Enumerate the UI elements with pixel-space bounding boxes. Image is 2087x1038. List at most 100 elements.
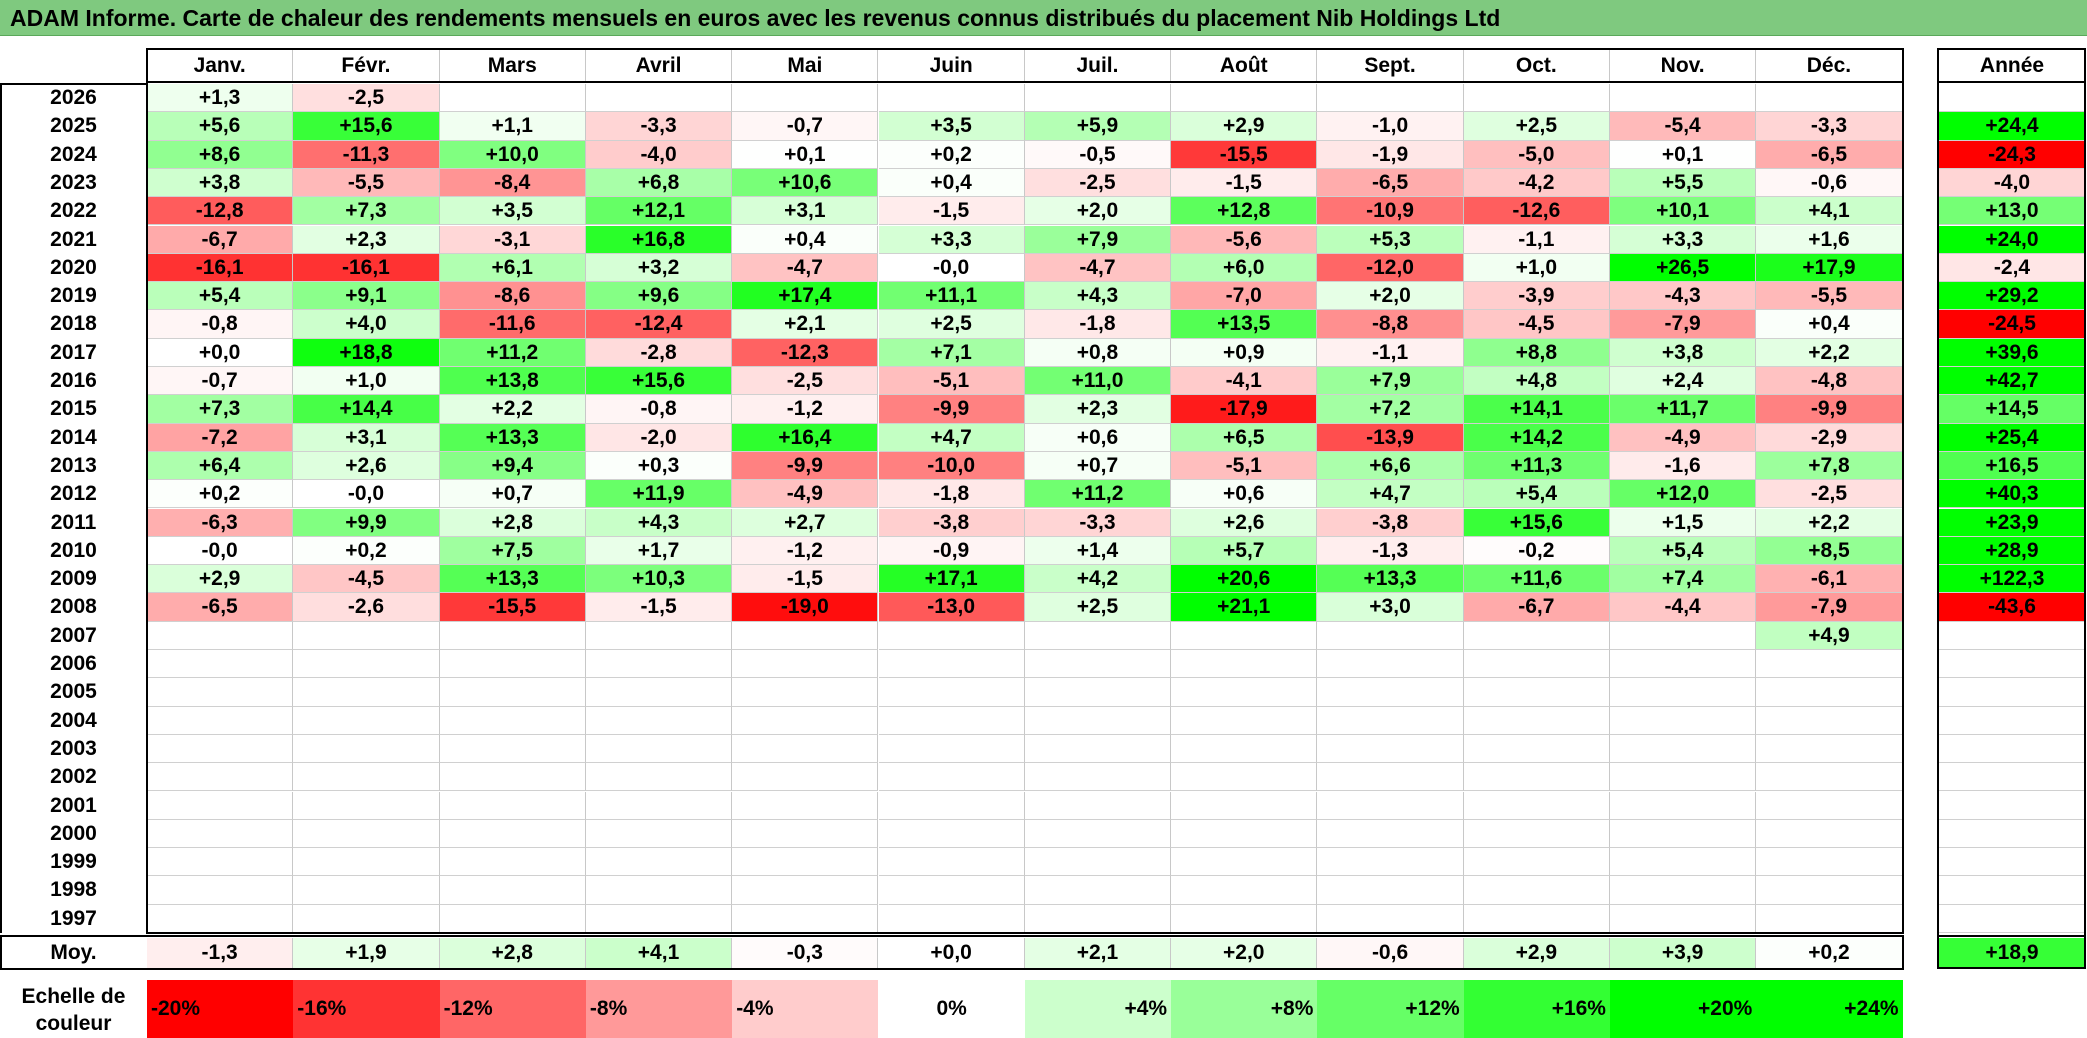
heatmap-cell: -5,1 bbox=[1171, 451, 1318, 481]
year-label: 2003 bbox=[50, 736, 97, 760]
heatmap-cell: +0,4 bbox=[1756, 310, 1903, 339]
heatmap-cell bbox=[1756, 819, 1903, 849]
heatmap-cell bbox=[1610, 621, 1757, 650]
annual-cell: +16,5 bbox=[1938, 451, 2086, 481]
heatmap-cell: +14,2 bbox=[1463, 423, 1610, 452]
heatmap-cell bbox=[1463, 791, 1610, 820]
heatmap-cell: +0,4 bbox=[732, 225, 879, 254]
heatmap-cell: -9,9 bbox=[878, 395, 1025, 424]
year-label: 2015 bbox=[50, 397, 97, 421]
heatmap-cell: -13,9 bbox=[1317, 423, 1464, 452]
heatmap-cell: -3,1 bbox=[439, 225, 586, 254]
annual-header-divider bbox=[1938, 81, 2086, 83]
heatmap-cell: +5,4 bbox=[147, 282, 294, 311]
heatmap-cell bbox=[878, 791, 1025, 820]
heatmap-cell bbox=[439, 876, 586, 905]
year-label: 2008 bbox=[50, 595, 97, 619]
heatmap-cell: -1,3 bbox=[1317, 536, 1464, 566]
heatmap-cell: +11,9 bbox=[585, 480, 733, 509]
heatmap-cell bbox=[732, 621, 879, 650]
heatmap-cell bbox=[293, 734, 440, 764]
annual-cell: -24,5 bbox=[1938, 310, 2086, 339]
heatmap-cell: +2,7 bbox=[732, 508, 879, 537]
month-header: Févr. bbox=[293, 49, 440, 82]
heatmap-cell: +20,6 bbox=[1171, 565, 1318, 594]
heatmap-cell bbox=[585, 706, 733, 735]
heatmap-cell: -1,5 bbox=[1171, 168, 1318, 198]
year-label: 2023 bbox=[50, 170, 97, 194]
heatmap-cell bbox=[732, 791, 879, 820]
heatmap-cell: -12,0 bbox=[1317, 253, 1464, 283]
heatmap-cell bbox=[585, 876, 733, 905]
heatmap-cell: +13,5 bbox=[1171, 310, 1318, 339]
heatmap-cell: +1,6 bbox=[1756, 225, 1903, 254]
heatmap-cell: +13,3 bbox=[439, 565, 586, 594]
heatmap-cell: -9,9 bbox=[732, 451, 879, 481]
heatmap-cell bbox=[1463, 819, 1610, 849]
heatmap-cell: +7,3 bbox=[293, 197, 440, 226]
heatmap-cell bbox=[878, 819, 1025, 849]
heatmap-cell bbox=[1171, 904, 1318, 933]
heatmap-cell bbox=[439, 706, 586, 735]
heatmap-cell: +7,1 bbox=[878, 338, 1025, 367]
heatmap-cell bbox=[1171, 876, 1318, 905]
heatmap-cell: -3,9 bbox=[1463, 282, 1610, 311]
heatmap-cell: -4,4 bbox=[1610, 593, 1757, 622]
heatmap-cell: +0,4 bbox=[878, 168, 1025, 198]
heatmap-cell bbox=[1610, 904, 1757, 933]
heatmap-cell bbox=[147, 734, 294, 764]
average-cell: +2,1 bbox=[1024, 938, 1172, 968]
year-label: 1998 bbox=[50, 878, 97, 902]
heatmap-cell: -5,6 bbox=[1171, 225, 1318, 254]
annual-cell: +24,0 bbox=[1938, 225, 2086, 254]
heatmap-cell bbox=[439, 650, 586, 679]
heatmap-cell: +8,8 bbox=[1463, 338, 1610, 367]
heatmap-cell: +5,5 bbox=[1610, 168, 1757, 198]
heatmap-cell bbox=[1756, 848, 1903, 877]
annual-cell bbox=[1938, 848, 2086, 877]
heatmap-cell: +6,6 bbox=[1317, 451, 1464, 481]
heatmap-cell: +10,1 bbox=[1610, 197, 1757, 226]
heatmap-cell: -3,8 bbox=[1317, 508, 1464, 537]
heatmap-cell: +2,1 bbox=[732, 310, 879, 339]
heatmap-cell: +17,9 bbox=[1756, 253, 1903, 283]
heatmap-cell bbox=[147, 763, 294, 792]
heatmap-cell: +1,0 bbox=[1463, 253, 1610, 283]
average-cell: +0,2 bbox=[1756, 938, 1903, 968]
heatmap-cell: -5,5 bbox=[293, 168, 440, 198]
heatmap-cell: +2,2 bbox=[1756, 338, 1903, 367]
month-header: Avril bbox=[586, 49, 733, 82]
annual-cell: +24,4 bbox=[1938, 112, 2086, 141]
heatmap-cell: -6,7 bbox=[147, 225, 294, 254]
heatmap-cell: +0,6 bbox=[1024, 423, 1172, 452]
annual-cell bbox=[1938, 734, 2086, 764]
color-scale-swatch: -16% bbox=[293, 980, 440, 1038]
heatmap-cell bbox=[585, 819, 733, 849]
heatmap-cell: -2,5 bbox=[1024, 168, 1172, 198]
heatmap-cell: +4,3 bbox=[585, 508, 733, 537]
heatmap-cell bbox=[1317, 650, 1464, 679]
heatmap-cell: +2,0 bbox=[1317, 282, 1464, 311]
heatmap-cell: +3,3 bbox=[878, 225, 1025, 254]
heatmap-cell bbox=[439, 678, 586, 707]
heatmap-cell bbox=[732, 734, 879, 764]
heatmap-cell bbox=[439, 819, 586, 849]
heatmap-cell bbox=[147, 791, 294, 820]
annual-cell: +40,3 bbox=[1938, 480, 2086, 509]
heatmap-cell: +0,6 bbox=[1171, 480, 1318, 509]
heatmap-cell: -2,5 bbox=[293, 84, 440, 113]
heatmap-cell bbox=[147, 819, 294, 849]
annual-average-cell: +18,9 bbox=[1938, 938, 2086, 968]
heatmap-cell bbox=[1610, 678, 1757, 707]
heatmap-cell: -4,3 bbox=[1610, 282, 1757, 311]
annual-cell bbox=[1938, 678, 2086, 707]
year-label: 2004 bbox=[50, 708, 97, 732]
heatmap-cell bbox=[1610, 734, 1757, 764]
heatmap-cell bbox=[1024, 650, 1172, 679]
heatmap-cell bbox=[1171, 650, 1318, 679]
heatmap-cell bbox=[732, 650, 879, 679]
heatmap-cell: -0,7 bbox=[732, 112, 879, 141]
heatmap-cell: -6,5 bbox=[1756, 140, 1903, 169]
heatmap-cell: -0,0 bbox=[293, 480, 440, 509]
heatmap-cell: +2,9 bbox=[147, 565, 294, 594]
